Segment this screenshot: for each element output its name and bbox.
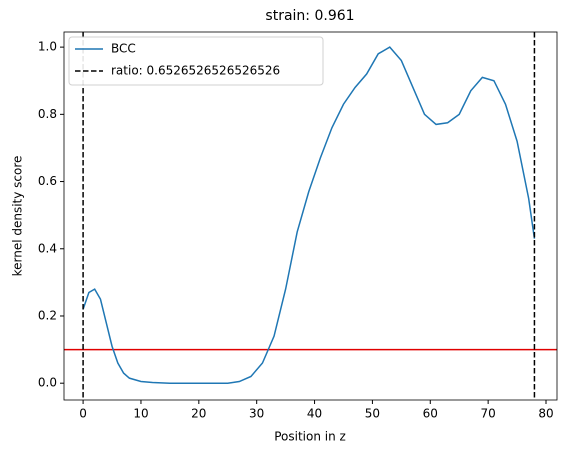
line — [82, 46, 536, 384]
x-tick-label: 0 — [79, 407, 87, 421]
y-tick-label: 0.6 — [38, 174, 57, 188]
y-tick-label: 0.0 — [38, 376, 57, 390]
legend-label: BCC — [111, 42, 136, 56]
x-tick-label: 80 — [538, 407, 553, 421]
plot-frame — [63, 31, 558, 401]
y-axis-label: kernel density score — [11, 156, 25, 277]
x-tick-label: 60 — [423, 407, 438, 421]
legend-label: ratio: 0.6526526526526526 — [111, 64, 280, 78]
y-tick-label: 0.8 — [38, 107, 57, 121]
y-tick-label: 0.4 — [38, 241, 57, 255]
x-tick-label: 10 — [133, 407, 148, 421]
x-tick-label: 70 — [481, 407, 496, 421]
legend-box — [68, 36, 324, 86]
x-tick-label: 50 — [365, 407, 380, 421]
x-tick-label: 40 — [307, 407, 322, 421]
x-tick-label: 30 — [249, 407, 264, 421]
y-tick-label: 1.0 — [38, 40, 57, 54]
y-tick-label: 0.2 — [38, 308, 57, 322]
x-tick-label: 20 — [191, 407, 206, 421]
chart-title: strain: 0.961 — [265, 8, 354, 24]
x-axis-label: Position in z — [274, 430, 346, 444]
